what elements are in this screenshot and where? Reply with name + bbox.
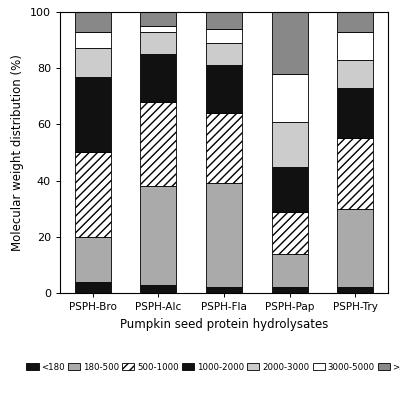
X-axis label: Pumpkin seed protein hydrolysates: Pumpkin seed protein hydrolysates xyxy=(120,318,328,331)
Bar xyxy=(75,48,111,76)
Bar xyxy=(75,12,111,32)
Bar xyxy=(272,74,308,122)
Bar xyxy=(206,113,242,183)
Bar xyxy=(206,29,242,43)
Y-axis label: Molecular weight distribution (%): Molecular weight distribution (%) xyxy=(12,54,24,251)
Bar xyxy=(206,12,242,29)
Bar xyxy=(337,12,373,32)
Bar xyxy=(272,12,308,74)
Legend: <180, 180-500, 500-1000, 1000-2000, 2000-3000, 3000-5000, >5000: <180, 180-500, 500-1000, 1000-2000, 2000… xyxy=(23,359,400,375)
Bar xyxy=(337,88,373,138)
Bar xyxy=(75,76,111,152)
Bar xyxy=(206,65,242,113)
Bar xyxy=(140,102,176,186)
Bar xyxy=(272,166,308,211)
Bar xyxy=(140,26,176,32)
Bar xyxy=(206,43,242,65)
Bar xyxy=(75,237,111,282)
Bar xyxy=(337,287,373,293)
Bar xyxy=(140,32,176,54)
Bar xyxy=(337,32,373,60)
Bar xyxy=(75,282,111,293)
Bar xyxy=(140,285,176,293)
Bar xyxy=(206,287,242,293)
Bar xyxy=(140,12,176,26)
Bar xyxy=(272,122,308,166)
Bar xyxy=(337,209,373,287)
Bar xyxy=(206,183,242,287)
Bar xyxy=(75,32,111,48)
Bar xyxy=(75,152,111,237)
Bar xyxy=(140,54,176,102)
Bar xyxy=(272,287,308,293)
Bar xyxy=(140,186,176,285)
Bar xyxy=(272,211,308,254)
Bar xyxy=(337,139,373,209)
Bar xyxy=(272,254,308,287)
Bar xyxy=(337,60,373,88)
